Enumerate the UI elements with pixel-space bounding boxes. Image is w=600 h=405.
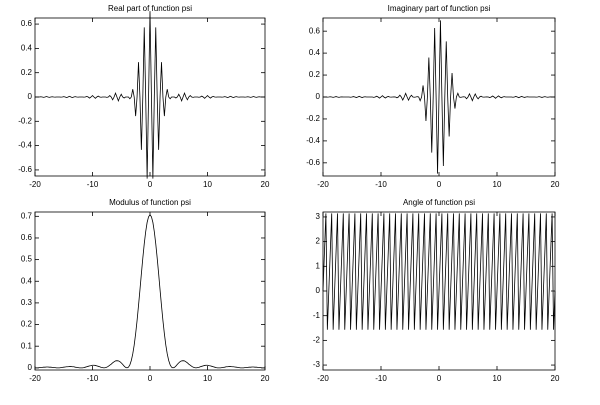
data-line: [322, 213, 556, 330]
axes-frame: [322, 17, 556, 177]
y-tick-label: 0.2: [21, 68, 33, 77]
y-tick-label: 0.2: [309, 70, 321, 79]
x-tick-label: -10: [87, 374, 99, 383]
panel-title: Imaginary part of function psi: [388, 4, 491, 13]
x-tick-label: 10: [203, 180, 212, 189]
y-tick-label: 1: [316, 261, 321, 270]
y-tick-label: 0: [316, 92, 321, 101]
panel-title: Modulus of function psi: [109, 198, 191, 207]
x-tick-label: 0: [148, 374, 153, 383]
y-tick-label: 3: [316, 212, 321, 221]
x-tick-label: 20: [551, 180, 560, 189]
x-tick-label: -10: [375, 180, 387, 189]
y-tick-label: -3: [313, 360, 321, 369]
x-tick-label: -10: [87, 180, 99, 189]
y-tick-label: 0.7: [21, 211, 33, 220]
y-tick-label: -0.4: [18, 141, 32, 150]
x-tick-label: 0: [148, 180, 153, 189]
x-tick-label: -10: [375, 374, 387, 383]
x-tick-label: 20: [551, 374, 560, 383]
y-tick-label: 0.5: [21, 255, 33, 264]
x-tick-label: 0: [437, 374, 442, 383]
axes-frame: [322, 211, 556, 371]
data-line: [35, 11, 265, 179]
x-tick-label: 10: [203, 374, 212, 383]
y-tick-label: 2: [316, 237, 321, 246]
y-tick-label: 0.4: [21, 43, 33, 52]
y-tick-label: 0.3: [21, 298, 33, 307]
x-tick-label: 10: [493, 374, 502, 383]
axes-frame: [34, 211, 266, 371]
y-tick-label: 0.2: [21, 320, 33, 329]
y-tick-label: -0.6: [306, 158, 320, 167]
y-tick-label: 0.6: [21, 19, 33, 28]
y-tick-label: -2: [313, 335, 321, 344]
x-tick-label: -20: [29, 180, 41, 189]
y-tick-label: 0.1: [21, 341, 33, 350]
panel-title: Angle of function psi: [403, 198, 475, 207]
x-tick-label: -20: [317, 374, 329, 383]
x-tick-label: 20: [261, 374, 270, 383]
y-tick-label: 0.4: [21, 276, 33, 285]
panel-title: Real part of function psi: [108, 4, 192, 13]
x-tick-label: 10: [493, 180, 502, 189]
y-tick-label: -0.2: [18, 116, 32, 125]
y-tick-label: -0.2: [306, 114, 320, 123]
axes-frame: [34, 17, 266, 177]
x-tick-label: 20: [261, 180, 270, 189]
x-tick-label: -20: [317, 180, 329, 189]
y-tick-label: 0.6: [21, 233, 33, 242]
y-tick-label: -0.6: [18, 165, 32, 174]
y-tick-label: 0.6: [309, 26, 321, 35]
y-tick-label: 0.4: [309, 48, 321, 57]
y-tick-label: 0: [316, 286, 321, 295]
x-tick-label: 0: [437, 180, 442, 189]
y-tick-label: 0: [28, 363, 33, 372]
y-tick-label: -0.4: [306, 136, 320, 145]
data-line: [35, 214, 265, 369]
y-tick-label: 0: [28, 92, 33, 101]
y-tick-label: -1: [313, 311, 321, 320]
data-line: [323, 20, 555, 174]
x-tick-label: -20: [29, 374, 41, 383]
